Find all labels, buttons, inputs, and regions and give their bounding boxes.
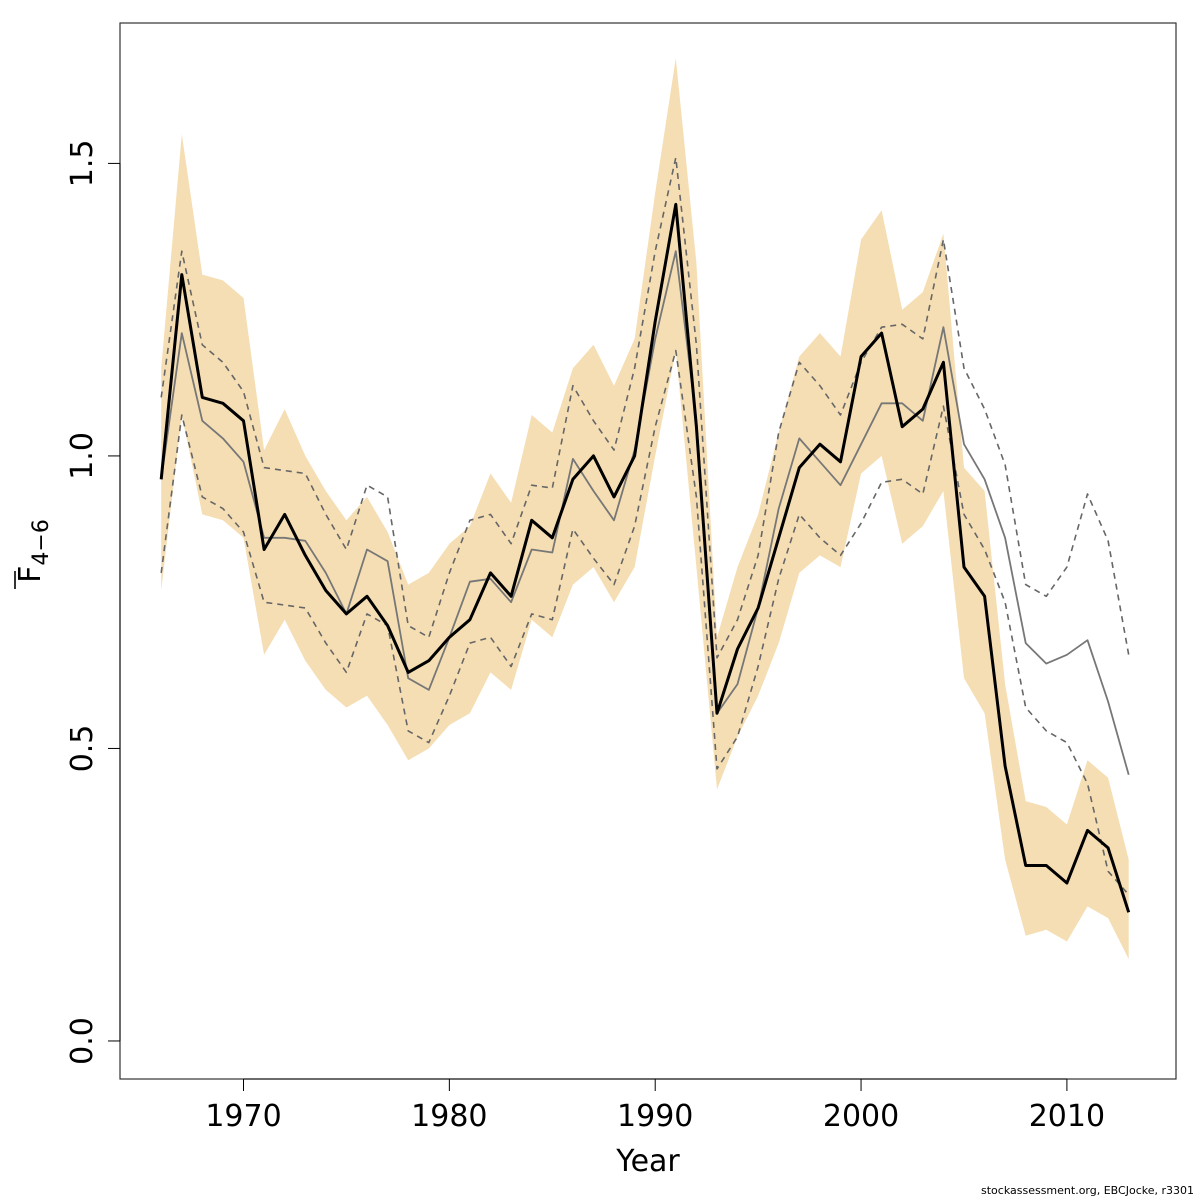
plot-area [159, 58, 1131, 960]
y-tick-label: 1.5 [65, 140, 100, 188]
y-axis-title-subscript: 4−6 [29, 519, 54, 565]
estimate-line [159, 202, 1131, 913]
x-tick-label: 2010 [1029, 1099, 1105, 1134]
confidence-band [161, 58, 1129, 960]
credit-text: stockassessment.org, EBCJocke, r3301 [981, 1184, 1194, 1197]
x-tick-label: 1980 [411, 1099, 487, 1134]
y-tick-label: 0.0 [65, 1017, 100, 1065]
svg-text:F4−6: F4−6 [13, 519, 54, 583]
y-tick-label: 1.0 [65, 432, 100, 480]
x-tick-label: 2000 [823, 1099, 899, 1134]
y-axis-title-main: F [13, 566, 48, 583]
x-axis-title: Year [615, 1144, 680, 1179]
y-tick-label: 0.5 [65, 725, 100, 773]
retro-lower-dashed-line [160, 349, 1130, 896]
retro-upper-dashed-line [160, 156, 1130, 659]
axes: 1970 1980 1990 2000 2010 0.0 0.5 1.0 1.5 [65, 140, 1105, 1134]
x-tick-label: 1990 [617, 1099, 693, 1134]
y-axis-title: F4−6 [13, 519, 54, 589]
x-tick-label: 1970 [205, 1099, 281, 1134]
